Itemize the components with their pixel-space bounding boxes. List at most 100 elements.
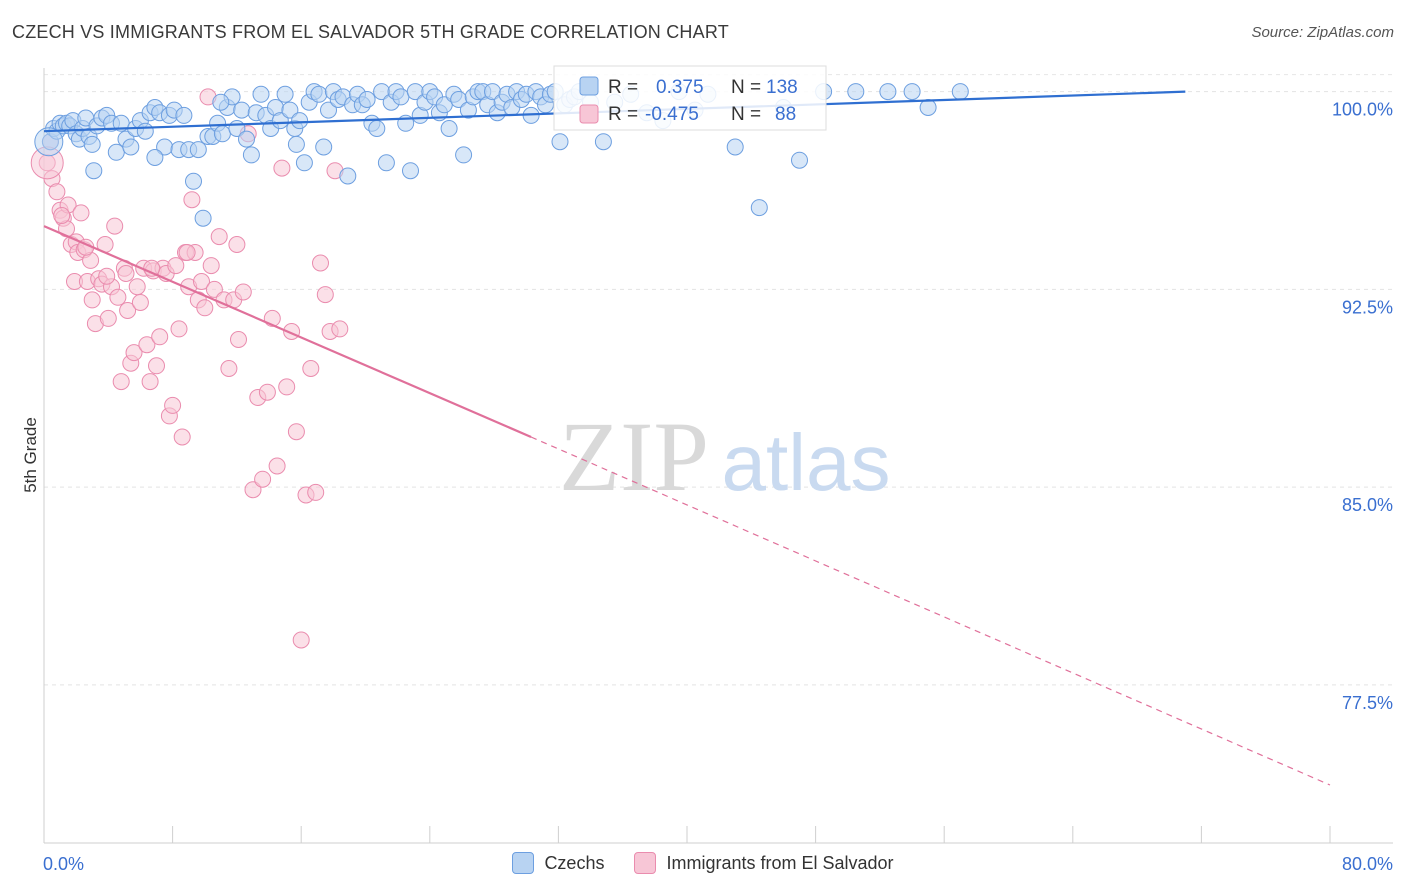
czech-point-66 [339,167,357,185]
salvador-point-47 [183,191,201,209]
salvador-point-50 [193,273,210,290]
salvador-point-85 [178,244,196,261]
czech-point-44 [233,101,251,119]
salvador-point-16 [83,291,101,309]
salvador-point-27 [119,302,137,319]
salvador-point-43 [170,320,188,338]
czech-point-136 [212,93,230,111]
watermark: ZIP atlas [559,401,890,512]
czech-point-18 [107,143,125,161]
salvador-point-69 [278,378,296,396]
bottom-legend: Czechs Immigrants from El Salvador [0,852,1406,874]
salvador-point-31 [131,294,149,311]
czech-point-116 [594,133,612,151]
stats-legend: R = 0.375 N = 138 R = -0.475 N = 88 [553,65,827,131]
czech-point-127 [791,151,808,169]
czech-point-72 [368,120,386,137]
salvador-point-82 [98,267,116,285]
salvador-point-23 [106,217,124,235]
salvador-point-83 [117,265,135,282]
czech-point-45 [238,130,255,148]
salvador-point-65 [258,383,276,401]
czech-point-133 [951,83,969,101]
salvador-point-51 [196,299,214,317]
czech-point-62 [320,101,337,119]
czech-point-110 [551,133,569,151]
salvador-point-36 [148,357,165,375]
legend-salvador-r-label: R = [608,104,638,125]
czech-point-77 [392,88,410,106]
czech-point-24 [136,122,154,140]
czech-point-60 [310,85,328,103]
y-tick-labels: 100.0% 92.5% 85.0% 77.5% [1332,100,1393,713]
czech-point-90 [455,146,473,164]
salvador-point-12 [72,204,90,222]
salvador-point-86 [228,236,246,253]
czech-point-40 [213,125,231,143]
czech-point-129 [847,83,865,101]
x-tick-label-left: 0.0% [43,854,84,874]
czech-point-125 [750,199,768,217]
salvador-point-42 [167,257,185,275]
czech-point-74 [377,154,395,172]
x-tick-label-right: 80.0% [1342,854,1393,874]
czech-point-34 [185,172,202,190]
y-tick-label-2: 85.0% [1342,495,1393,515]
legend-salvador-swatch-bottom [634,852,657,874]
czech-point-36 [194,209,212,227]
legend-czech-n-label: N = [731,77,761,98]
y-tick-label-1: 92.5% [1342,297,1393,317]
legend-czech-n-value: 138 [766,77,798,98]
salvador-point-54 [205,280,223,298]
salvador-point-75 [307,483,325,501]
axes [43,68,1393,844]
czech-point-131 [903,83,921,101]
gridlines [44,74,1393,686]
czech-point-48 [252,85,270,103]
czech-point-61 [315,138,333,156]
watermark-zip: ZIP [559,401,709,512]
salvador-point-3 [48,183,66,201]
legend-czech-r-label: R = [608,77,638,98]
czech-point-53 [276,85,294,103]
salvador-point-60 [234,283,252,301]
legend-salvador-label: Immigrants from El Salvador [666,852,894,873]
salvador-trend-line [43,225,532,439]
watermark-atlas: atlas [722,418,891,507]
legend-salvador-n-label: N = [731,104,761,125]
czech-point-87 [440,120,458,137]
salvador-point-37 [151,328,169,346]
salvador-point-21 [99,309,117,327]
chart-title: CZECH VS IMMIGRANTS FROM EL SALVADOR 5TH… [12,22,729,42]
czech-point-130 [879,83,897,101]
czech-point-57 [295,154,313,172]
czech-point-70 [358,91,376,108]
salvador-point-64 [254,470,272,488]
salvador-point-41 [164,396,182,414]
czech-point-52 [271,112,289,130]
legend-salvador-n-value: 88 [775,104,796,125]
salvador-point-53 [202,257,220,275]
czech-point-35 [189,141,207,159]
salvador-point-57 [220,360,238,377]
czech-point-134 [85,162,103,180]
salvador-point-74 [302,360,320,377]
salvador-point-67 [268,457,286,475]
salvador-point-62 [244,481,262,499]
source-label: Source: ZipAtlas.com [1251,24,1394,41]
czech-point-124 [726,138,744,156]
czech-point-79 [402,162,419,180]
salvador-point-77 [316,286,334,304]
czech-point-46 [242,146,260,164]
salvador-point-59 [230,331,247,348]
y-axis-label: 5th Grade [21,417,40,493]
salvador-point-44 [173,428,191,446]
salvador-point-68 [273,159,291,177]
czech-point-137 [287,135,305,153]
legend-item-czechs: Czechs [512,852,604,874]
y-tick-label-0: 100.0% [1332,100,1393,120]
salvador-point-25 [112,373,130,391]
legend-salvador-r-value: -0.475 [645,104,699,125]
czech-point-132 [919,99,937,116]
